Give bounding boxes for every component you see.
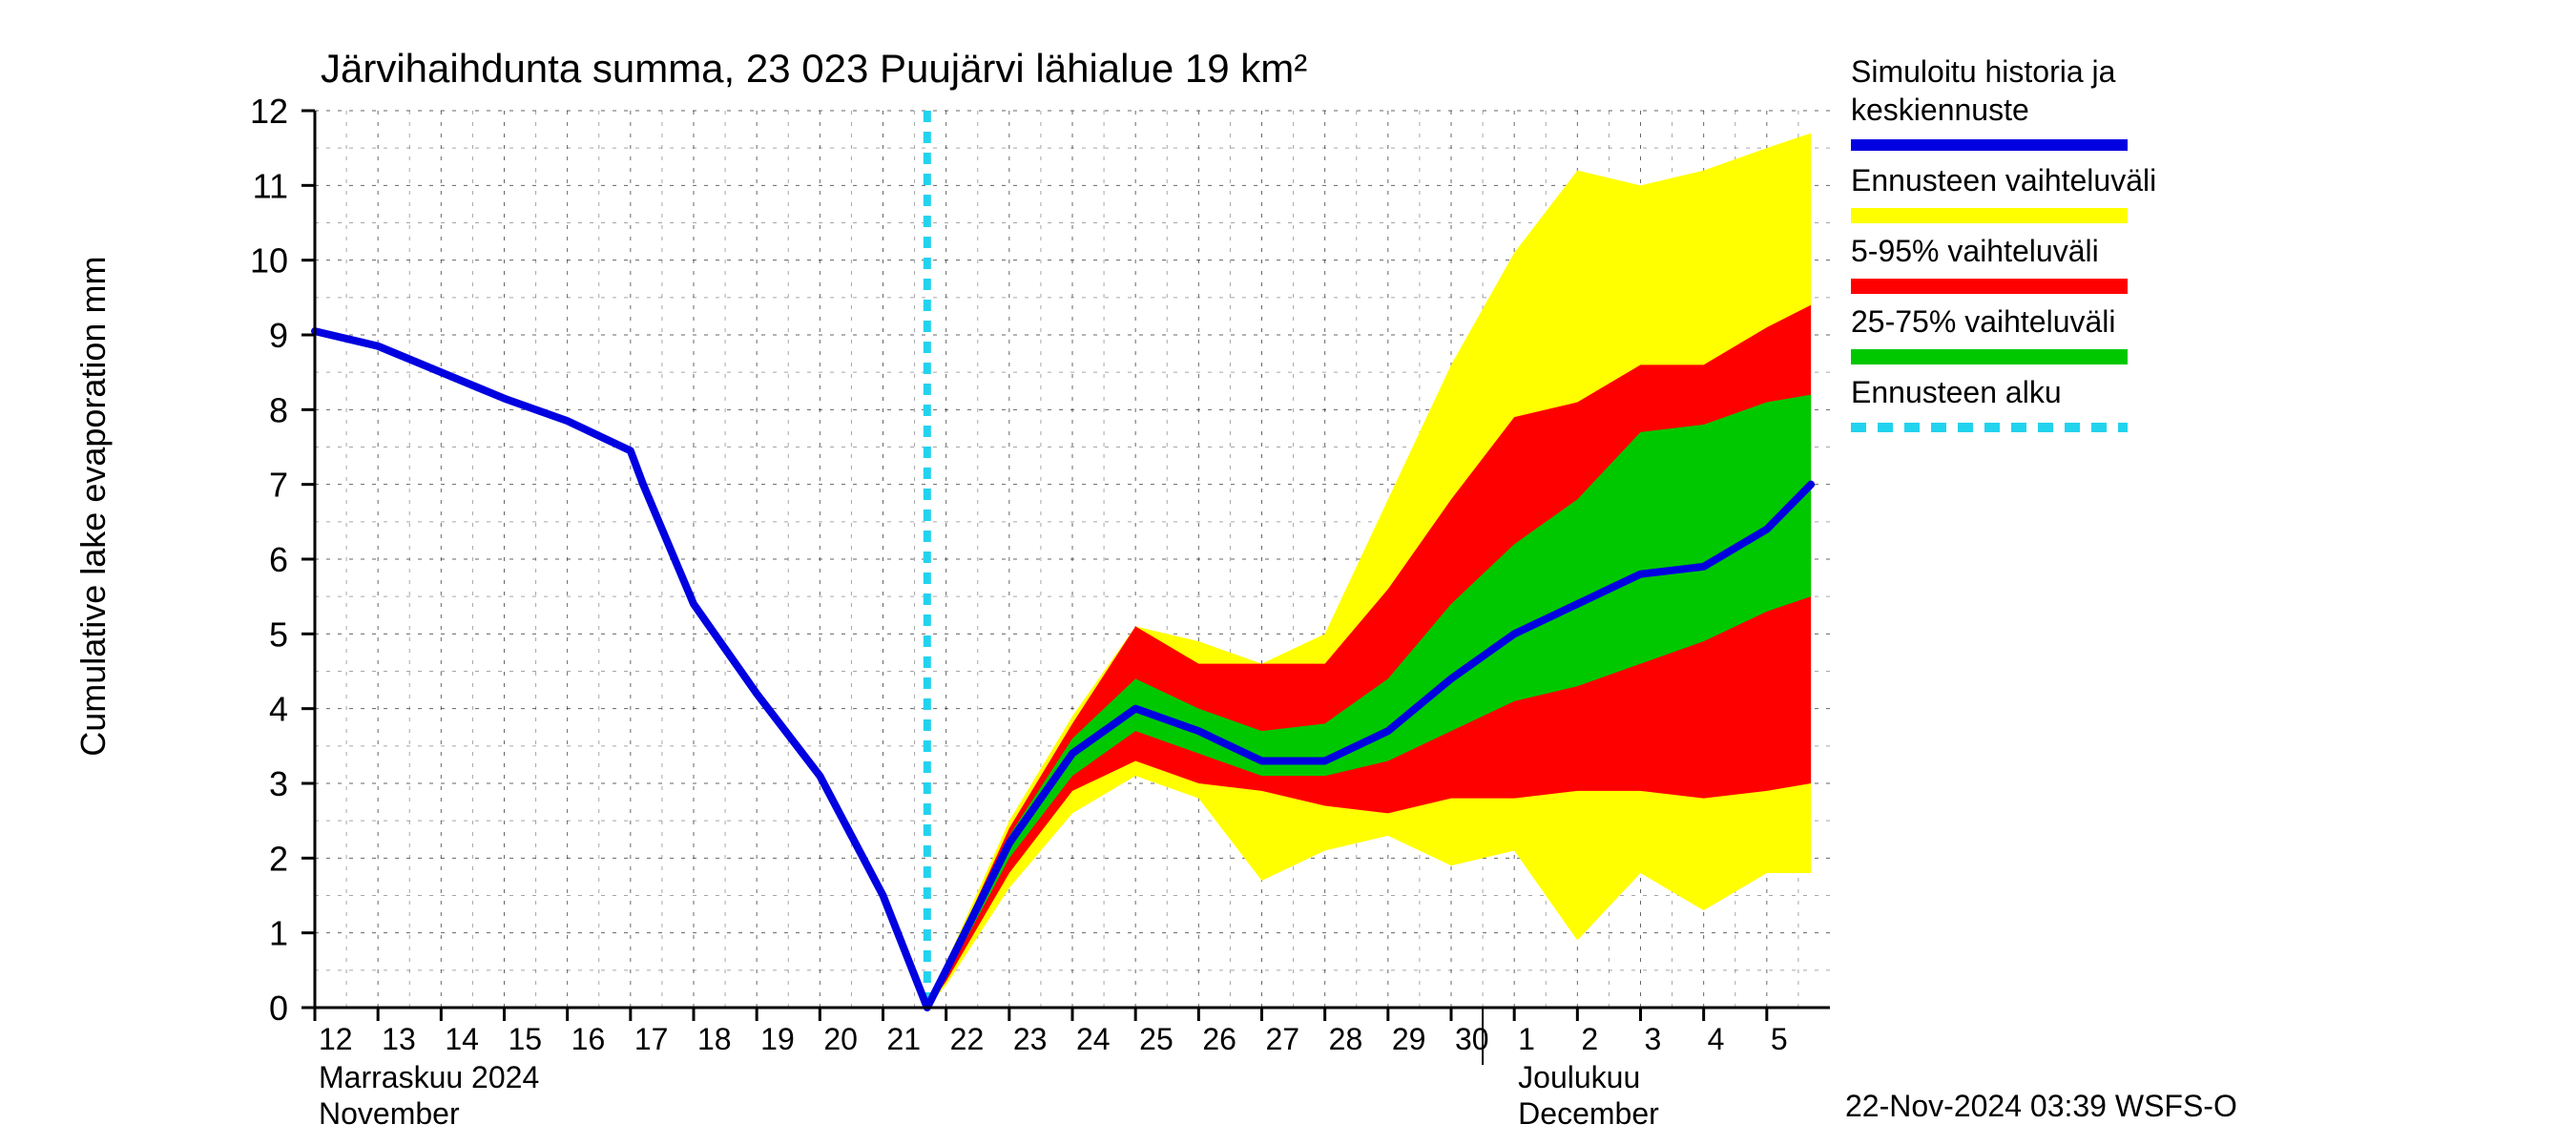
- y-tick-label: 12: [250, 92, 288, 131]
- x-tick-label: 26: [1202, 1022, 1236, 1056]
- y-tick-label: 8: [269, 390, 288, 429]
- x-tick-label: 3: [1645, 1022, 1662, 1056]
- x-tick-label: 19: [760, 1022, 795, 1056]
- legend-swatch: [1851, 208, 2128, 223]
- band-5-95: [927, 305, 1811, 1008]
- legend-swatch: [1851, 279, 2128, 294]
- y-tick-label: 0: [269, 989, 288, 1028]
- y-tick-label: 6: [269, 540, 288, 579]
- x-tick-label: 13: [382, 1022, 416, 1056]
- y-tick-label: 5: [269, 614, 288, 654]
- x-tick-label: 5: [1771, 1022, 1788, 1056]
- y-tick-label: 2: [269, 839, 288, 878]
- x-tick-label: 25: [1139, 1022, 1174, 1056]
- legend-label: 25-75% vaihteluväli: [1851, 304, 2116, 339]
- y-axis-label: Cumulative lake evaporation mm: [73, 257, 113, 757]
- y-tick-label: 10: [250, 241, 288, 281]
- month-label: Marraskuu 2024: [319, 1060, 539, 1094]
- month-label: Joulukuu: [1518, 1060, 1640, 1094]
- legend-swatch: [1851, 349, 2128, 364]
- x-tick-label: 16: [571, 1022, 606, 1056]
- x-tick-label: 1: [1518, 1022, 1535, 1056]
- x-tick-label: 2: [1581, 1022, 1598, 1056]
- legend-label: Ennusteen vaihteluväli: [1851, 163, 2156, 198]
- x-tick-label: 18: [697, 1022, 732, 1056]
- legend-label: keskiennuste: [1851, 93, 2029, 127]
- legend-label: Simuloitu historia ja: [1851, 54, 2116, 89]
- legend-label: Ennusteen alku: [1851, 375, 2062, 409]
- y-tick-label: 7: [269, 466, 288, 505]
- x-tick-label: 4: [1708, 1022, 1725, 1056]
- y-tick-label: 11: [253, 166, 288, 205]
- x-tick-label: 14: [445, 1022, 479, 1056]
- x-tick-label: 15: [509, 1022, 543, 1056]
- chart-svg: 0123456789101112121314151617181920212223…: [0, 0, 2576, 1145]
- chart-title: Järvihaihdunta summa, 23 023 Puujärvi lä…: [321, 46, 1307, 91]
- x-tick-label: 28: [1329, 1022, 1363, 1056]
- x-tick-label: 22: [950, 1022, 985, 1056]
- y-tick-label: 3: [269, 764, 288, 803]
- y-tick-label: 4: [269, 690, 288, 729]
- x-tick-label: 21: [887, 1022, 922, 1056]
- month-label: December: [1518, 1096, 1659, 1131]
- footer-timestamp: 22-Nov-2024 03:39 WSFS-O: [1845, 1089, 2237, 1123]
- month-label: November: [319, 1096, 460, 1131]
- legend-label: 5-95% vaihteluväli: [1851, 234, 2099, 268]
- x-tick-label: 30: [1455, 1022, 1489, 1056]
- y-tick-label: 9: [269, 316, 288, 355]
- x-tick-label: 12: [319, 1022, 353, 1056]
- x-tick-label: 23: [1013, 1022, 1048, 1056]
- x-tick-label: 17: [634, 1022, 669, 1056]
- x-tick-label: 20: [823, 1022, 858, 1056]
- x-tick-label: 29: [1392, 1022, 1426, 1056]
- x-tick-label: 27: [1266, 1022, 1300, 1056]
- chart-container: 0123456789101112121314151617181920212223…: [0, 0, 2576, 1145]
- y-tick-label: 1: [269, 914, 288, 953]
- x-tick-label: 24: [1076, 1022, 1111, 1056]
